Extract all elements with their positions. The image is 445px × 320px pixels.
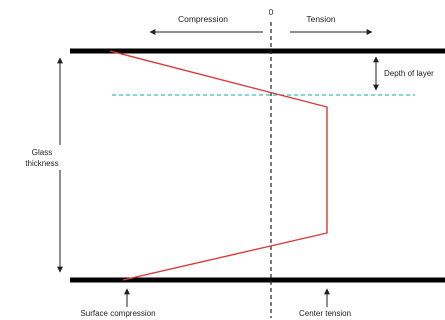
glass-thickness-label-line1: Glass [32,148,52,157]
surface-compression-label: Surface compression [80,309,155,318]
stress-profile-line [109,50,328,281]
glass-thickness-label-line2: thickness [25,159,58,168]
zero-label: 0 [269,8,274,17]
tension-label: Tension [306,14,336,24]
center-tension-label: Center tension [299,309,351,318]
compression-label: Compression [178,14,228,24]
depth-of-layer-label: Depth of layer [384,69,434,78]
